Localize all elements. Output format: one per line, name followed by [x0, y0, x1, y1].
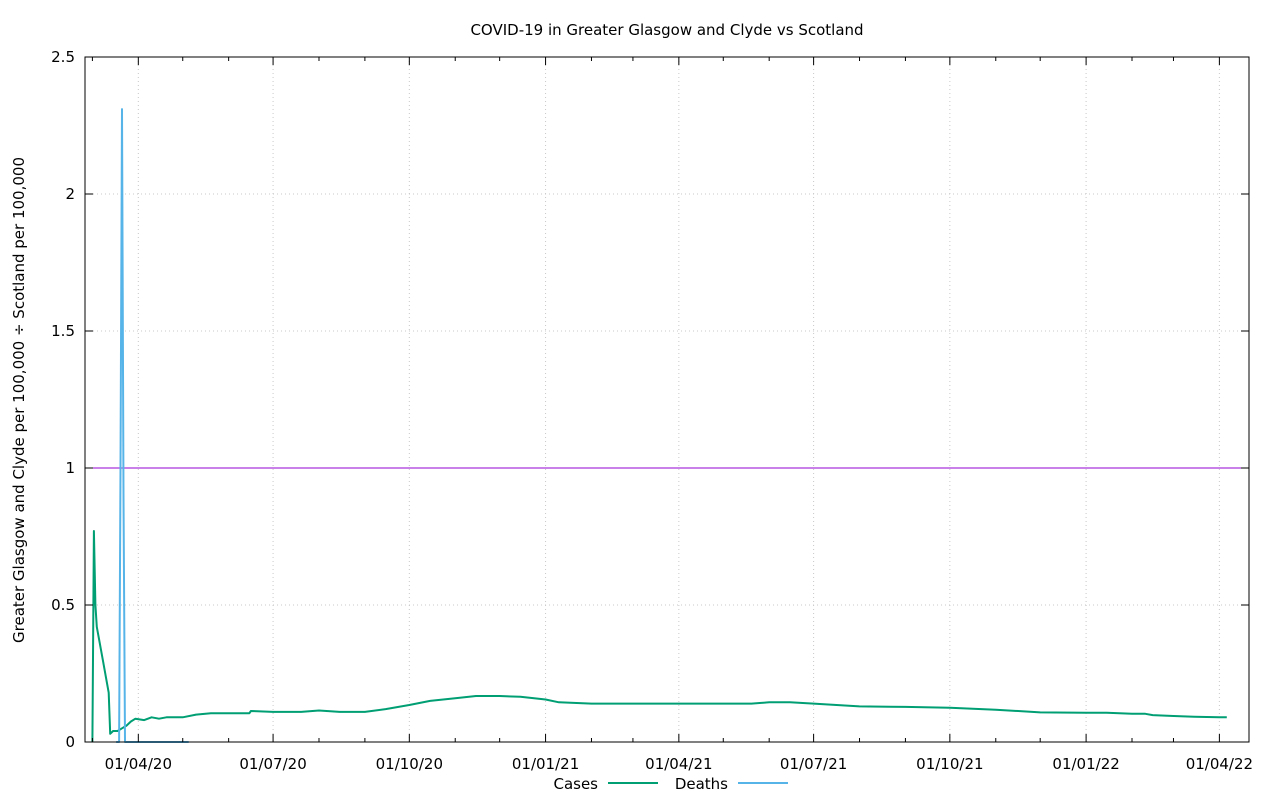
- chart-title: COVID-19 in Greater Glasgow and Clyde vs…: [470, 21, 863, 39]
- y-tick-label: 1: [65, 459, 75, 477]
- x-tick-label: 01/04/20: [105, 755, 172, 773]
- x-tick-label: 01/07/20: [239, 755, 306, 773]
- y-tick-label: 2: [65, 185, 75, 203]
- x-tick-label: 01/04/21: [645, 755, 712, 773]
- y-tick-label: 2.5: [51, 48, 75, 66]
- legend-label-cases: Cases: [553, 775, 598, 793]
- y-tick-labels: 0 0.5 1 1.5 2 2.5: [51, 48, 75, 751]
- x-tick-label: 01/04/22: [1186, 755, 1253, 773]
- x-tick-label: 01/07/21: [780, 755, 847, 773]
- plot-frame: [84, 56, 1250, 743]
- x-tick-labels: 01/04/20 01/07/20 01/10/20 01/01/21 01/04/21…: [105, 755, 1253, 773]
- x-tick-label: 01/10/20: [376, 755, 443, 773]
- y-tick-label: 0.5: [51, 596, 75, 614]
- y-tick-label: 0: [65, 733, 75, 751]
- legend: Cases Deaths: [553, 775, 788, 793]
- x-tick-label: 01/01/22: [1052, 755, 1119, 773]
- x-tick-label: 01/10/21: [916, 755, 983, 773]
- y-axis-label: Greater Glasgow and Clyde per 100,000 ÷ …: [10, 157, 28, 643]
- y-tick-label: 1.5: [51, 322, 75, 340]
- ticks: [85, 56, 1249, 743]
- x-tick-label: 01/01/21: [512, 755, 579, 773]
- legend-label-deaths: Deaths: [675, 775, 728, 793]
